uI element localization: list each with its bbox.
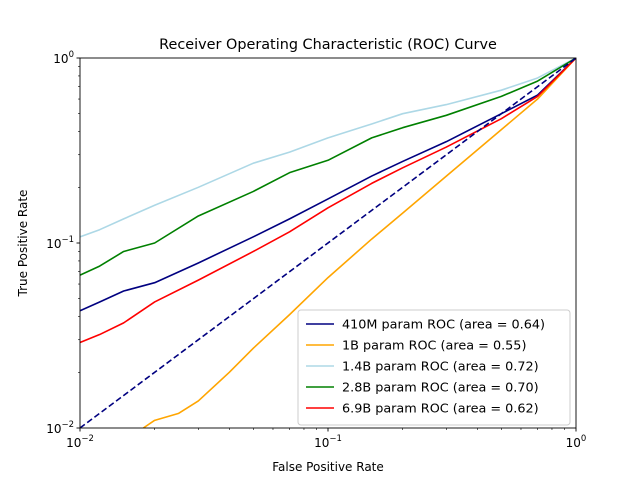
chance-diagonal-line xyxy=(80,58,576,428)
y-tick-label: 10−2 xyxy=(46,420,74,436)
x-tick-label: 100 xyxy=(566,434,587,450)
y-tick-label: 100 xyxy=(53,50,74,66)
y-tick-label: 10−1 xyxy=(46,235,74,251)
series-line-2 xyxy=(80,58,576,238)
plot-area xyxy=(80,58,576,428)
series-line-3 xyxy=(80,58,576,276)
x-tick-label: 10−2 xyxy=(66,434,94,450)
series-line-1 xyxy=(142,58,576,428)
legend-label: 1B param ROC (area = 0.55) xyxy=(342,339,526,354)
legend-label: 1.4B param ROC (area = 0.72) xyxy=(342,360,539,375)
legend-label: 6.9B param ROC (area = 0.62) xyxy=(342,402,539,417)
legend-box xyxy=(297,309,571,426)
y-axis-label: True Positive Rate xyxy=(16,190,30,298)
series-line-4 xyxy=(80,58,576,344)
x-axis-label: False Positive Rate xyxy=(272,460,384,474)
legend-label: 410M param ROC (area = 0.64) xyxy=(342,318,545,333)
chart-title: Receiver Operating Characteristic (ROC) … xyxy=(159,37,497,53)
legend-label: 2.8B param ROC (area = 0.70) xyxy=(342,381,539,396)
legend: 410M param ROC (area = 0.64) 1B param ROC… xyxy=(297,309,571,426)
series-line-0 xyxy=(80,58,576,312)
x-tick-label: 10−1 xyxy=(314,434,342,450)
axes: 10−2 10−1 100 10−2 10−1 100 xyxy=(46,50,586,450)
